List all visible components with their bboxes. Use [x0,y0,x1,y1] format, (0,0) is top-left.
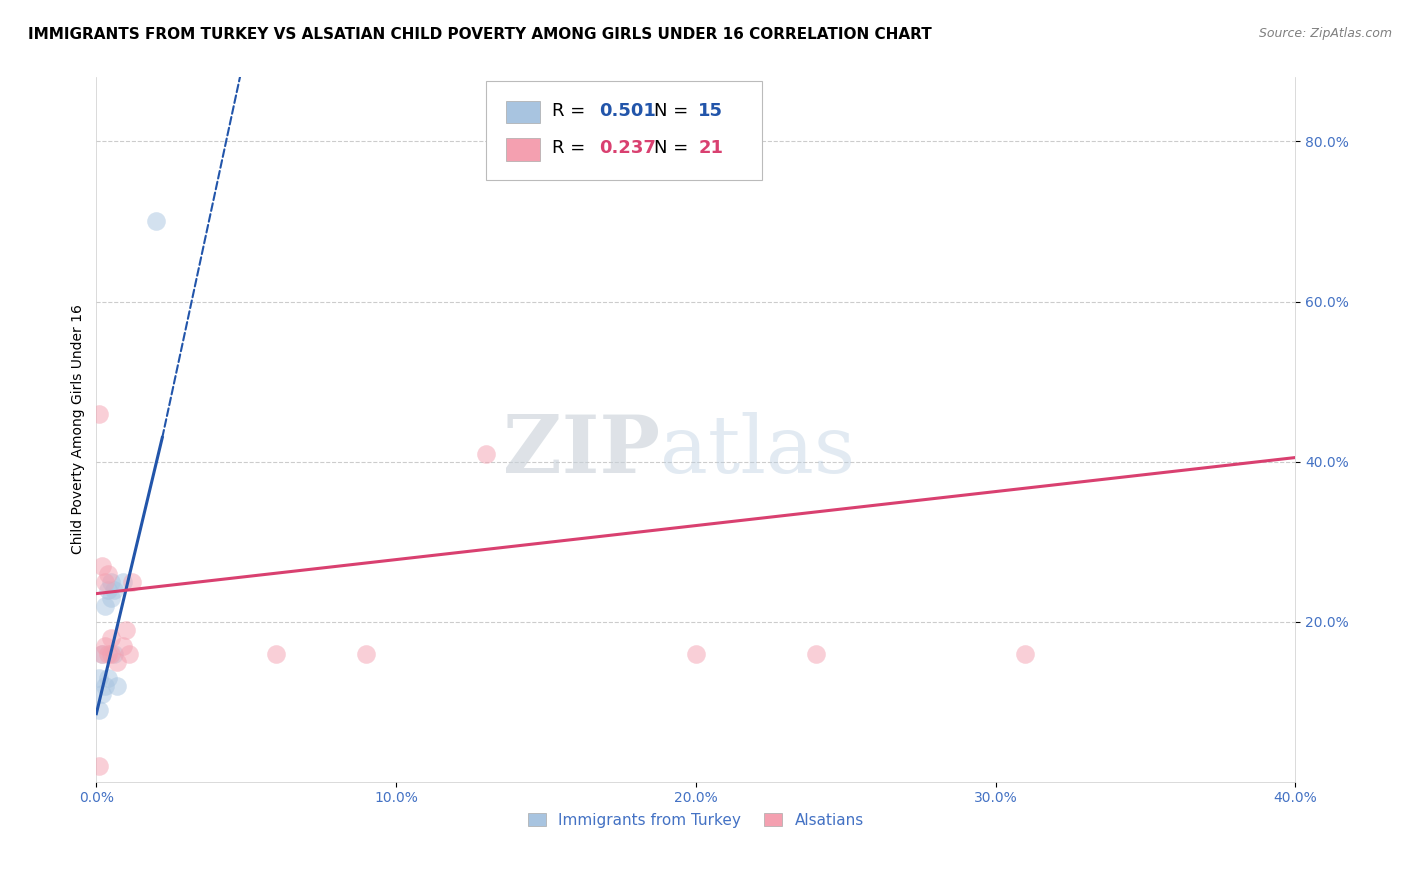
Point [97,582,120,597]
Point [91,647,114,661]
Text: 0.501: 0.501 [599,102,655,120]
Point [105,679,128,693]
Text: 21: 21 [699,139,723,157]
Point [475,446,498,460]
Legend: Immigrants from Turkey, Alsatians: Immigrants from Turkey, Alsatians [522,806,870,834]
Text: R =: R = [553,102,591,120]
Point [97,566,120,581]
Text: N =: N = [654,102,693,120]
Point [112,574,135,589]
Point [89,671,111,685]
Point [145,214,167,228]
Point [354,647,377,661]
Point [100,574,122,589]
FancyBboxPatch shape [486,81,762,179]
Text: ZIP: ZIP [503,412,659,490]
Y-axis label: Child Poverty Among Girls Under 16: Child Poverty Among Girls Under 16 [72,304,86,555]
Point [1014,647,1036,661]
Text: 0.237: 0.237 [599,139,655,157]
Point [115,623,138,637]
Text: atlas: atlas [659,412,855,490]
Point [94,574,117,589]
Point [91,558,114,573]
Point [94,639,117,653]
Point [264,647,287,661]
Point [91,687,114,701]
Text: N =: N = [654,139,693,157]
FancyBboxPatch shape [506,101,540,123]
Point [105,655,128,669]
Point [100,631,122,645]
Point [94,599,117,613]
Point [121,574,143,589]
Point [103,647,125,661]
Point [118,647,141,661]
Point [103,582,125,597]
Point [89,758,111,772]
Point [89,407,111,421]
Point [100,647,122,661]
FancyBboxPatch shape [506,138,540,161]
Text: Source: ZipAtlas.com: Source: ZipAtlas.com [1258,27,1392,40]
Point [685,647,707,661]
Point [94,679,117,693]
Text: 15: 15 [699,102,723,120]
Text: IMMIGRANTS FROM TURKEY VS ALSATIAN CHILD POVERTY AMONG GIRLS UNDER 16 CORRELATIO: IMMIGRANTS FROM TURKEY VS ALSATIAN CHILD… [28,27,932,42]
Point [97,671,120,685]
Point [97,647,120,661]
Point [804,647,827,661]
Point [89,703,111,717]
Point [112,639,135,653]
Point [100,591,122,605]
Point [91,647,114,661]
Text: R =: R = [553,139,591,157]
